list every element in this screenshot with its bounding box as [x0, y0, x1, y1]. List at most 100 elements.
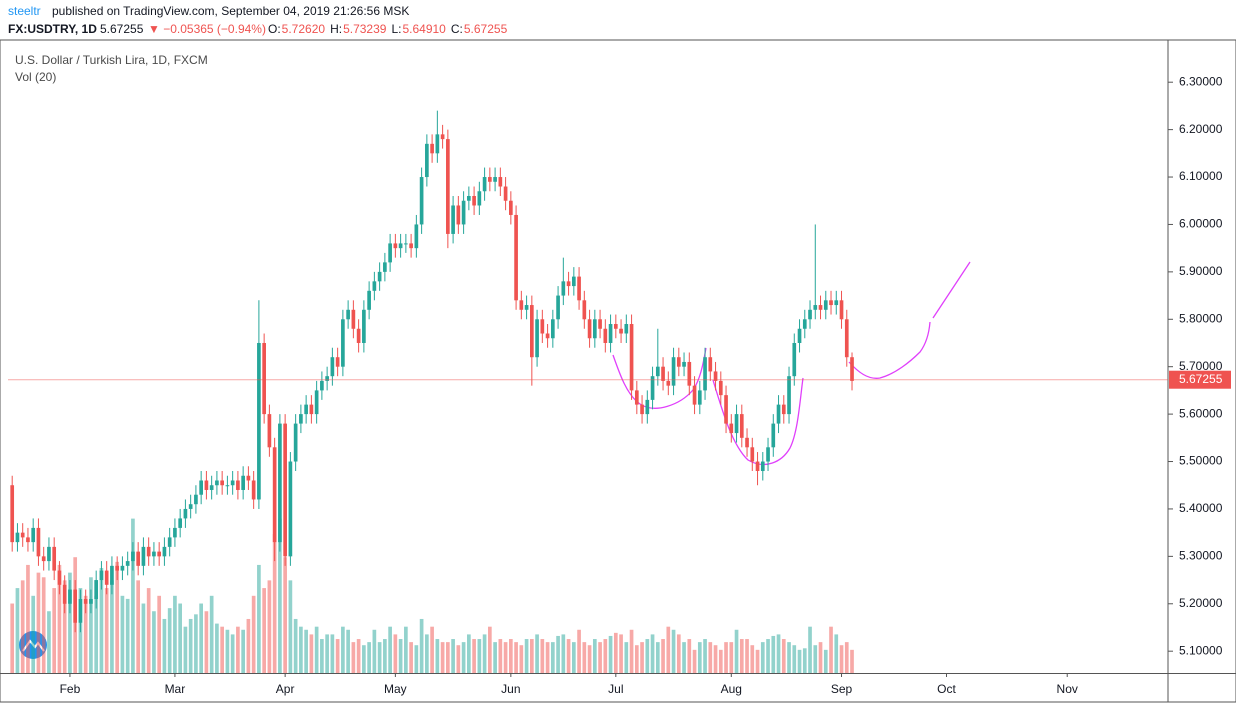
volume-bar [335, 639, 340, 673]
volume-bar [31, 595, 36, 673]
volume-bar [451, 639, 455, 673]
candle-body [20, 532, 25, 538]
volume-bar [713, 645, 718, 673]
ohlc-value: 5.72620 [282, 22, 326, 36]
volume-bar [215, 623, 219, 673]
candle-body [194, 494, 198, 505]
volume-bar [293, 618, 298, 673]
volume-bar [304, 629, 308, 673]
y-tick-label: 5.50000 [1179, 454, 1223, 468]
volume-bar [409, 642, 413, 673]
candle-body [440, 134, 445, 140]
volume-bar [472, 639, 476, 673]
volume-bar [613, 632, 618, 673]
volume-bar [498, 639, 503, 673]
candle-body [136, 551, 141, 566]
candle-body [603, 328, 608, 343]
candle-body [488, 177, 492, 182]
volume-bar [524, 639, 529, 673]
volume-bar [341, 626, 345, 673]
candle-body [687, 361, 692, 386]
candle-body [430, 143, 434, 154]
x-tick-label: Jun [501, 682, 520, 696]
volume-bar [802, 648, 807, 673]
x-tick-label: Nov [1057, 682, 1078, 696]
volume-bar [566, 639, 571, 673]
volume-bar [461, 642, 466, 673]
candle-body [467, 195, 471, 201]
volume-bar [619, 634, 623, 673]
volume-bar [225, 629, 230, 673]
candle-body [713, 371, 718, 381]
drawing-curve [848, 321, 931, 379]
candle-body [771, 423, 776, 448]
candle-body [818, 305, 823, 310]
x-tick-label: Feb [60, 682, 81, 696]
volume-bar [545, 642, 550, 673]
candle-body [676, 357, 681, 367]
candle-body [47, 546, 51, 562]
volume-bar [561, 634, 566, 673]
volume-bar [509, 639, 513, 673]
candle-body [550, 319, 555, 339]
volume-bar [676, 634, 681, 673]
candle-body [577, 276, 581, 301]
volume-bar [178, 603, 182, 673]
ohlc-key: L: [391, 22, 401, 36]
candle-body [566, 281, 571, 287]
volume-bar [839, 645, 844, 673]
candle-body [745, 437, 749, 448]
volume-bar [167, 608, 172, 673]
volume-bar [26, 564, 30, 673]
candle-body [624, 324, 629, 334]
volume-bar [530, 639, 534, 673]
volume-bar [120, 595, 125, 673]
candle-body [383, 262, 387, 272]
volume-bar [57, 564, 62, 673]
volume-bars [10, 518, 854, 673]
candle-body [293, 423, 298, 462]
y-tick-label: 6.00000 [1179, 217, 1223, 231]
candle-body [703, 357, 707, 391]
candle-body [414, 224, 419, 249]
candle-body [850, 357, 854, 381]
candle-body [750, 447, 755, 462]
candle-body [398, 243, 403, 249]
candle-body [477, 191, 482, 206]
x-tick-label: Mar [165, 682, 186, 696]
chart-title: U.S. Dollar / Turkish Lira, 1D, FXCM [15, 53, 208, 67]
volume-bar [477, 639, 482, 673]
volume-bar [776, 634, 781, 673]
candle-body [456, 205, 461, 225]
volume-bar [755, 649, 760, 673]
volume-bar [241, 629, 245, 673]
volume-bar [330, 634, 335, 673]
x-tick-label: Apr [276, 682, 295, 696]
candle-body [503, 186, 508, 201]
candle-body [419, 177, 424, 225]
volume-bar [125, 598, 130, 673]
candle-body [739, 414, 744, 438]
candle-body [146, 546, 151, 557]
volume-bar [760, 642, 765, 673]
volume-bar [47, 611, 51, 673]
volume-bar [188, 618, 193, 673]
volume-bar [230, 634, 235, 673]
candle-body [173, 527, 177, 538]
candle-body [215, 480, 219, 486]
candle-body [320, 380, 324, 391]
candle-body [26, 537, 30, 543]
ohlc-value: 5.64910 [402, 22, 446, 36]
volume-bar [278, 518, 282, 673]
volume-bar [440, 642, 445, 673]
candle-body [330, 357, 335, 377]
candle-body [251, 480, 256, 500]
candle-body [78, 599, 83, 623]
author[interactable]: steeltr [8, 4, 41, 18]
ohlc-key: O: [268, 22, 281, 36]
candle-body [115, 565, 120, 571]
drawing-line [932, 261, 971, 319]
volume-bar [446, 642, 450, 673]
candle-body [692, 385, 697, 405]
